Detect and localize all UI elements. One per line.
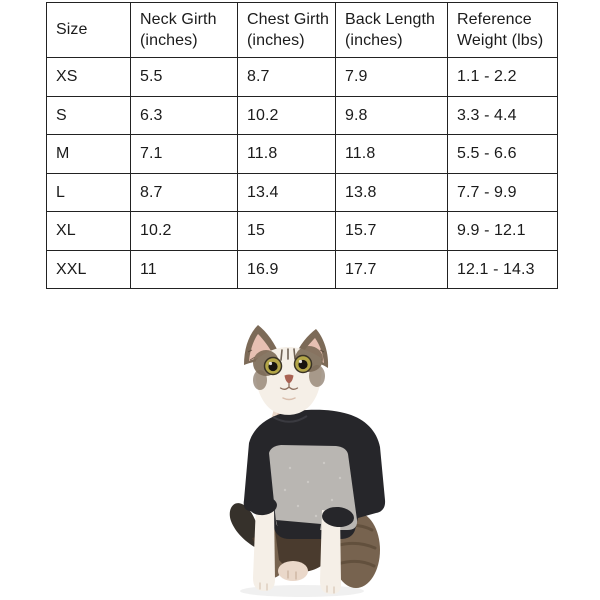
table-cell: 8.7 [130,172,238,212]
table-cell: 13.8 [335,172,448,212]
table-cell: 10.2 [130,211,238,251]
table-cell: 7.7 - 9.9 [447,172,558,212]
size-cell: S [46,95,131,135]
table-row-xs: XS 5.5 8.7 7.9 1.1 - 2.2 [46,57,558,97]
col-header-size: Size [46,2,131,58]
table-row-s: S 6.3 10.2 9.8 3.3 - 4.4 [46,95,558,135]
cat-product-photo [229,325,386,597]
table-cell: 6.3 [130,95,238,135]
size-cell: L [46,172,131,212]
table-cell: 13.4 [237,172,336,212]
table-cell: 17.7 [335,249,448,289]
table-cell: 15.7 [335,211,448,251]
sleeve-cuff-left [249,496,277,516]
col-header-reference-weight: Reference Weight (lbs) [447,2,558,58]
table-cell: 7.1 [130,134,238,174]
table-cell: 1.1 - 2.2 [447,57,558,97]
table-row-xl: XL 10.2 15 15.7 9.9 - 12.1 [46,211,558,251]
hind-paw [278,561,308,581]
table-cell: 3.3 - 4.4 [447,95,558,135]
col-header-back-length: Back Length (inches) [335,2,448,58]
table-row-xxl: XXL 11 16.9 17.7 12.1 - 14.3 [46,249,558,289]
table-cell: 15 [237,211,336,251]
table-cell: 8.7 [237,57,336,97]
shirt-hem [276,520,321,537]
eye-right [293,354,313,374]
size-cell: XL [46,211,131,251]
cat-head [244,325,329,415]
mouth [279,382,299,390]
cat-front-legs [253,504,342,594]
table-cell: 11.8 [335,134,448,174]
table-row-l: L 8.7 13.4 13.8 7.7 - 9.9 [46,172,558,212]
eye-left [263,356,283,376]
table-cell: 5.5 - 6.6 [447,134,558,174]
size-cell: M [46,134,131,174]
nose [284,374,294,384]
table-cell: 12.1 - 14.3 [447,249,558,289]
sleeve-cuff-right [322,506,354,528]
col-header-chest-girth: Chest Girth (inches) [237,2,336,58]
table-cell: 16.9 [237,249,336,289]
col-header-neck-girth: Neck Girth (inches) [130,2,238,58]
table-row-m: M 7.1 11.8 11.8 5.5 - 6.6 [46,134,558,174]
size-cell: XXL [46,249,131,289]
table-cell: 9.8 [335,95,448,135]
table-cell: 5.5 [130,57,238,97]
table-cell: 11.8 [237,134,336,174]
table-cell: 9.9 - 12.1 [447,211,558,251]
size-cell: XS [46,57,131,97]
cat-hindquarters [256,512,380,588]
table-cell: 10.2 [237,95,336,135]
table-cell: 7.9 [335,57,448,97]
size-chart-table: Size Neck Girth (inches) Chest Girth (in… [46,2,558,289]
table-cell: 11 [130,249,238,289]
header-row: Size Neck Girth (inches) Chest Girth (in… [46,2,558,58]
